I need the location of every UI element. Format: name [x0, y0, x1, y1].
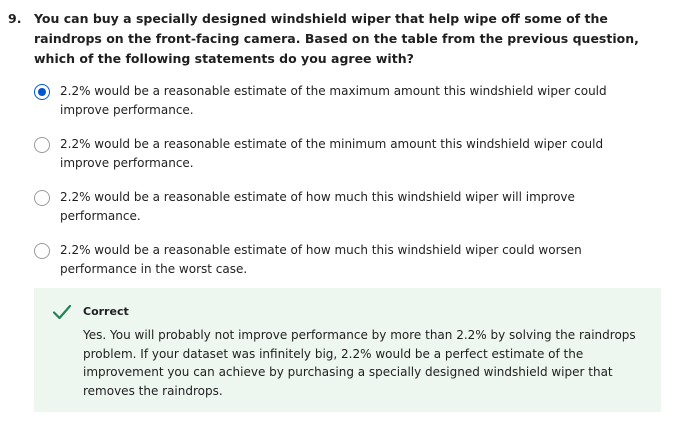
radio-button[interactable] — [34, 190, 50, 206]
radio-button-selected[interactable] — [34, 84, 50, 100]
radio-button[interactable] — [34, 243, 50, 259]
feedback-explanation: Yes. You will probably not improve perfo… — [83, 328, 636, 398]
feedback-status: Correct — [83, 305, 129, 318]
checkmark-icon — [52, 304, 72, 320]
answer-option-label: 2.2% would be a reasonable estimate of h… — [60, 190, 575, 223]
feedback-panel: Correct Yes. You will probably not impro… — [34, 288, 661, 412]
radio-button[interactable] — [34, 137, 50, 153]
answer-options: 2.2% would be a reasonable estimate of t… — [34, 82, 664, 279]
question-text: You can buy a specially designed windshi… — [34, 11, 639, 66]
answer-option-4[interactable]: 2.2% would be a reasonable estimate of h… — [34, 241, 664, 279]
answer-option-label: 2.2% would be a reasonable estimate of h… — [60, 243, 582, 276]
answer-option-1[interactable]: 2.2% would be a reasonable estimate of t… — [34, 82, 664, 120]
answer-option-2[interactable]: 2.2% would be a reasonable estimate of t… — [34, 135, 664, 173]
question: 9. You can buy a specially designed wind… — [8, 9, 668, 69]
answer-option-label: 2.2% would be a reasonable estimate of t… — [60, 137, 604, 170]
question-number: 9. — [8, 11, 22, 26]
answer-option-3[interactable]: 2.2% would be a reasonable estimate of h… — [34, 188, 664, 226]
answer-option-label: 2.2% would be a reasonable estimate of t… — [60, 84, 607, 117]
